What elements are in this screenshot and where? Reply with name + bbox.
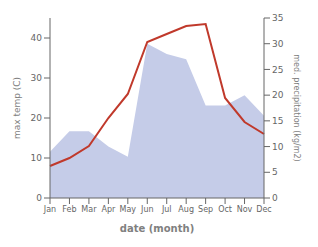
- svg-text:5: 5: [272, 167, 278, 177]
- svg-text:35: 35: [272, 13, 283, 23]
- svg-text:Dec: Dec: [256, 205, 271, 214]
- svg-text:Apr: Apr: [101, 205, 116, 214]
- svg-text:0: 0: [272, 193, 278, 203]
- svg-text:Jun: Jun: [140, 205, 154, 214]
- svg-text:10: 10: [272, 142, 284, 152]
- svg-text:0: 0: [36, 193, 42, 203]
- svg-text:Jul: Jul: [161, 205, 172, 214]
- svg-text:15: 15: [272, 116, 283, 126]
- svg-text:40: 40: [31, 33, 43, 43]
- svg-text:10: 10: [31, 153, 43, 163]
- svg-text:20: 20: [272, 90, 284, 100]
- svg-text:Jan: Jan: [43, 205, 56, 214]
- svg-text:med. precipitation (kg/m2): med. precipitation (kg/m2): [292, 54, 301, 161]
- svg-text:30: 30: [31, 73, 43, 83]
- svg-text:Feb: Feb: [62, 205, 76, 214]
- svg-text:25: 25: [272, 65, 283, 75]
- svg-text:Mar: Mar: [81, 205, 97, 214]
- svg-text:Oct: Oct: [218, 205, 232, 214]
- svg-text:Sep: Sep: [198, 205, 213, 214]
- svg-text:max temp (C): max temp (C): [12, 77, 22, 139]
- svg-text:30: 30: [272, 39, 284, 49]
- svg-text:May: May: [120, 205, 137, 214]
- svg-text:Aug: Aug: [178, 205, 194, 214]
- svg-text:Nov: Nov: [237, 205, 253, 214]
- svg-text:date (month): date (month): [120, 223, 194, 234]
- svg-text:20: 20: [31, 113, 43, 123]
